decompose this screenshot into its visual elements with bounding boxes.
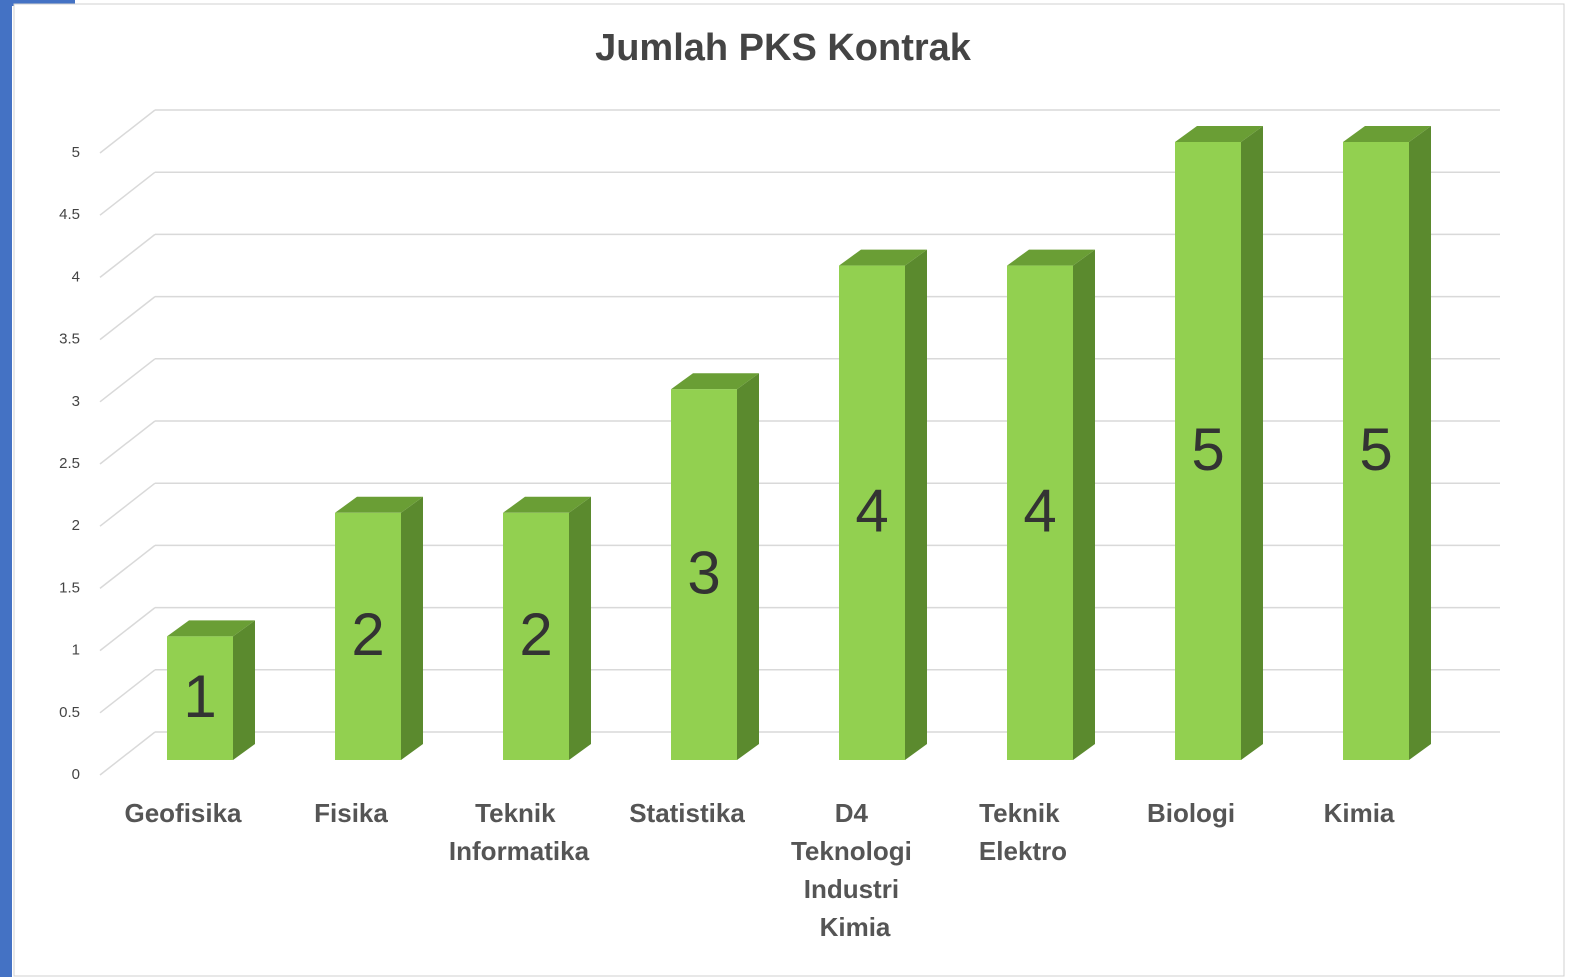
bar-front <box>335 512 401 760</box>
bar <box>335 496 423 760</box>
bar <box>503 496 591 760</box>
grid-line-floor <box>99 544 156 589</box>
y-tick-label: 1.5 <box>59 579 80 596</box>
bar <box>1343 126 1431 760</box>
x-tick-label: Fisika <box>314 798 388 828</box>
y-tick-label: 2 <box>72 517 80 534</box>
bar-front <box>503 512 569 760</box>
x-tick-line: D4 <box>835 798 875 828</box>
bar-top <box>1007 249 1095 266</box>
data-label: 5 <box>1359 416 1392 483</box>
x-tick-label: Statistika <box>629 798 745 828</box>
y-tick-label: 2.5 <box>59 455 80 472</box>
chart-title: Jumlah PKS Kontrak <box>595 27 972 69</box>
x-tick-line: Fisika <box>314 798 388 828</box>
bar-side <box>737 373 759 760</box>
bar-side <box>1241 126 1263 760</box>
bar <box>167 620 255 760</box>
grid-line-floor <box>99 731 156 776</box>
grid-line-floor <box>99 171 156 216</box>
bar <box>1007 249 1095 760</box>
x-tick-label: Kimia <box>1324 798 1395 828</box>
x-tick-label: Biologi <box>1147 798 1235 828</box>
data-label: 4 <box>855 478 888 545</box>
bar-top <box>839 249 927 266</box>
grid-line-floor <box>99 233 156 278</box>
data-label: 3 <box>687 539 720 606</box>
bar-front <box>1343 142 1409 760</box>
y-tick-label: 3.5 <box>59 331 80 348</box>
bar-top <box>671 373 759 390</box>
data-label: 2 <box>351 601 384 668</box>
bar-side <box>905 249 927 760</box>
y-tick-label: 0.5 <box>59 704 80 721</box>
x-tick-label: Teknik Informatika <box>449 798 590 866</box>
bar-side <box>569 496 591 760</box>
bar-top <box>1343 126 1431 142</box>
bar-front <box>671 389 737 760</box>
bar <box>671 373 759 760</box>
x-tick-line: Statistika <box>629 798 745 828</box>
x-tick-label: Teknik Elektro <box>979 798 1067 866</box>
x-tick-line: Kimia <box>1324 798 1395 828</box>
grid-line-floor <box>99 607 156 652</box>
bar-side <box>1409 126 1431 760</box>
y-tick-label: 0 <box>72 766 80 783</box>
x-tick-line: Teknik <box>475 798 563 828</box>
bar-side <box>401 496 423 760</box>
grid-line-floor <box>99 109 156 154</box>
bar-front <box>1175 142 1241 760</box>
bar-top <box>1175 126 1263 142</box>
bar <box>1175 126 1263 760</box>
side-strip <box>0 0 12 977</box>
x-tick-line: Biologi <box>1147 798 1235 828</box>
grid-line-floor <box>99 669 156 714</box>
data-label: 4 <box>1023 478 1056 545</box>
x-tick-line: Informatika <box>449 836 590 866</box>
y-tick-label: 1 <box>72 642 80 659</box>
bar-top <box>167 620 255 637</box>
bar <box>839 249 927 760</box>
x-tick-line: Industri <box>804 874 907 904</box>
bar-side <box>1073 249 1095 760</box>
data-label: 2 <box>519 601 552 668</box>
x-tick-label: D4 Teknologi Industri Kimia <box>791 798 919 942</box>
x-tick-line: Kimia <box>820 912 891 942</box>
bar-front <box>167 636 233 760</box>
chart-frame <box>13 3 1565 977</box>
grid-line-floor <box>99 482 156 527</box>
grid-line-floor <box>99 358 156 403</box>
data-label: 1 <box>183 663 216 730</box>
y-tick-label: 5 <box>72 144 80 161</box>
grid-line-floor <box>99 296 156 341</box>
x-tick-line: Teknik <box>979 798 1067 828</box>
y-tick-label: 4 <box>72 268 80 285</box>
grid-line-floor <box>99 420 156 465</box>
x-tick-line: Elektro <box>979 836 1067 866</box>
bar-top <box>503 496 591 513</box>
x-tick-label: Geofisika <box>124 798 242 828</box>
bar-top <box>335 496 423 513</box>
y-tick-label: 3 <box>72 393 80 410</box>
x-tick-line: Teknologi <box>791 836 919 866</box>
data-label: 5 <box>1191 416 1224 483</box>
bar-front <box>839 265 905 760</box>
y-tick-label: 4.5 <box>59 206 80 223</box>
corner-block <box>0 0 75 6</box>
bar-side <box>233 620 255 760</box>
bar-front <box>1007 265 1073 760</box>
x-tick-line: Geofisika <box>124 798 242 828</box>
